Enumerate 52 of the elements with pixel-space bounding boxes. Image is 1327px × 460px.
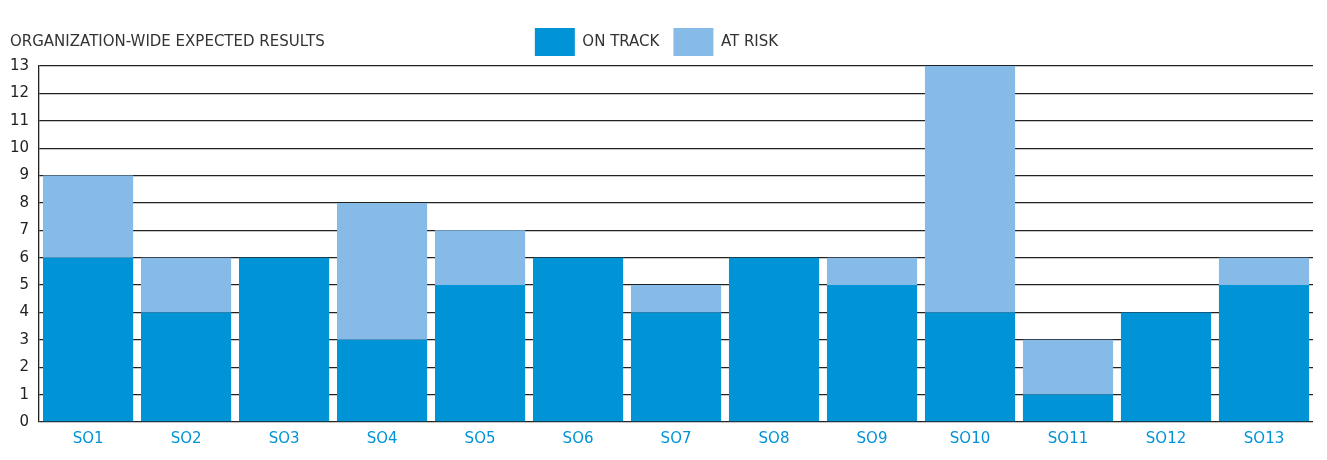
x-tick-label: SO7 — [660, 428, 692, 447]
x-tick-label: SO12 — [1145, 428, 1187, 447]
x-tick-label: SO10 — [949, 428, 991, 447]
y-tick-label: 10 — [9, 138, 30, 157]
bar — [1218, 257, 1310, 286]
y-tick-label: 1 — [19, 384, 30, 403]
bar — [238, 257, 330, 422]
bar — [826, 285, 918, 422]
bar — [1120, 312, 1212, 422]
bar — [141, 312, 232, 422]
x-tick-label: SO4 — [366, 428, 398, 447]
legend-label: AT RISK — [720, 31, 780, 50]
x-tick-label: SO5 — [464, 428, 496, 447]
bar — [728, 257, 820, 422]
y-tick-label: 11 — [9, 110, 30, 129]
y-tick-label: 6 — [19, 247, 30, 266]
bar — [826, 257, 918, 286]
y-tick-label: 4 — [19, 302, 30, 321]
x-tick-label: SO3 — [268, 428, 300, 447]
y-tick-label: 7 — [19, 220, 30, 239]
bar — [434, 230, 526, 286]
bar — [630, 285, 722, 313]
bar — [141, 257, 232, 313]
y-tick-label: 13 — [9, 55, 30, 74]
x-tick-label: SO9 — [856, 428, 888, 447]
bar — [336, 339, 428, 422]
x-tick-label: SO1 — [72, 428, 104, 447]
x-tick-label: SO2 — [170, 428, 202, 447]
y-tick-label: 5 — [19, 274, 30, 293]
y-tick-label: 8 — [19, 192, 30, 211]
bar — [1022, 394, 1114, 422]
y-tick-label: 0 — [19, 411, 30, 430]
bar — [532, 257, 624, 422]
bar — [434, 285, 526, 422]
bar — [336, 202, 428, 340]
x-tick-label: SO6 — [562, 428, 594, 447]
bar — [43, 257, 134, 422]
legend-label: ON TRACK — [582, 31, 661, 50]
chart-title: ORGANIZATION-WIDE EXPECTED RESULTS — [10, 31, 325, 50]
bar — [1218, 285, 1310, 422]
bar — [43, 175, 134, 258]
x-tick-label: SO11 — [1047, 428, 1089, 447]
y-tick-label: 12 — [9, 83, 30, 102]
x-tick-label: SO13 — [1243, 428, 1285, 447]
y-tick-label: 3 — [19, 329, 30, 348]
bar — [924, 312, 1016, 422]
bar — [1022, 339, 1114, 395]
bar — [630, 312, 722, 422]
bar — [924, 66, 1016, 313]
x-tick-label: SO8 — [758, 428, 790, 447]
y-tick-label: 9 — [19, 165, 30, 184]
y-tick-label: 2 — [19, 357, 30, 376]
